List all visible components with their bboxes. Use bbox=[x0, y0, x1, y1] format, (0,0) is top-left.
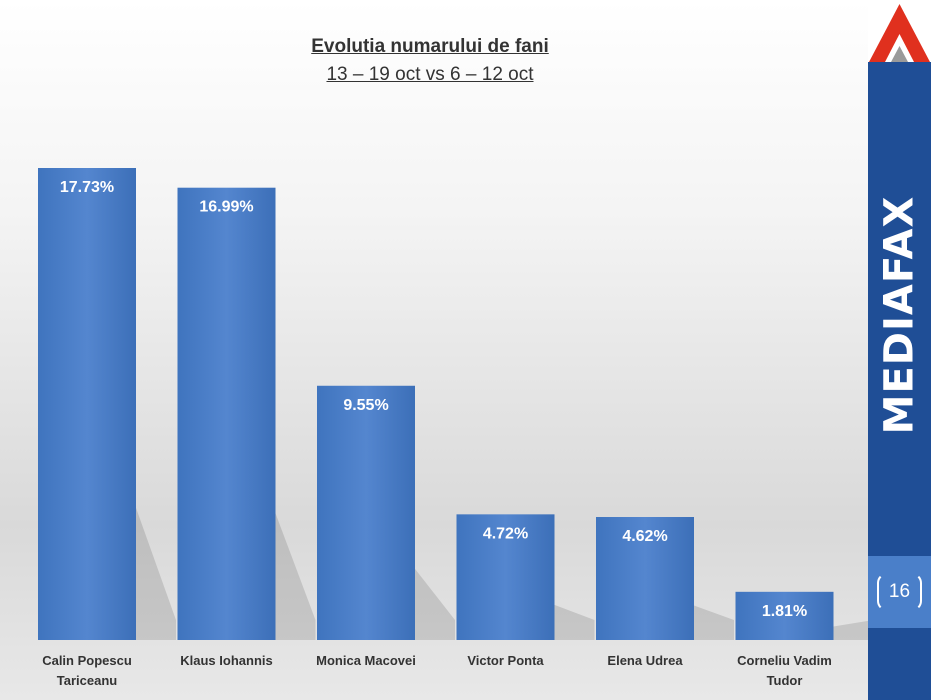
category-label: Tariceanu bbox=[57, 673, 118, 688]
data-label: 4.62% bbox=[622, 528, 667, 545]
category-label: Monica Macovei bbox=[316, 653, 416, 668]
brand-text: MEDIAFAX bbox=[868, 150, 931, 480]
bar bbox=[177, 187, 276, 640]
data-label: 1.81% bbox=[762, 603, 807, 620]
bar-shadow bbox=[833, 620, 868, 640]
category-label: Victor Ponta bbox=[467, 653, 544, 668]
bar bbox=[317, 385, 415, 640]
category-label: Elena Udrea bbox=[607, 653, 683, 668]
page-number-box: 16 bbox=[868, 556, 931, 628]
bar-shadow bbox=[136, 507, 176, 640]
bar-shadow bbox=[554, 604, 595, 640]
brand-label: MEDIAFAX bbox=[876, 195, 923, 435]
bar-shadow bbox=[275, 513, 316, 640]
data-label: 17.73% bbox=[60, 179, 114, 196]
category-label: Corneliu Vadim bbox=[737, 653, 832, 668]
bar-shadow bbox=[415, 568, 455, 640]
logo-area bbox=[868, 0, 931, 70]
mediafax-logo-icon bbox=[868, 4, 931, 70]
bar bbox=[596, 517, 694, 640]
category-label: Klaus Iohannis bbox=[180, 653, 272, 668]
bar-chart: 17.73% Calin Popescu Tariceanu 16.99% Klaus … bbox=[38, 168, 868, 688]
page-number: 16 bbox=[876, 573, 923, 611]
slide: Evolutia numarului de fani 13 – 19 oct v… bbox=[0, 36, 868, 688]
bar bbox=[456, 514, 555, 640]
bar-shadow bbox=[694, 605, 734, 640]
chart-subtitle: 13 – 19 oct vs 6 – 12 oct bbox=[326, 64, 534, 85]
category-label: Tudor bbox=[767, 673, 803, 688]
chart-title: Evolutia numarului de fani bbox=[311, 36, 549, 57]
data-label: 9.55% bbox=[343, 397, 388, 414]
bar bbox=[735, 591, 834, 640]
data-label: 4.72% bbox=[483, 525, 528, 542]
bar bbox=[38, 168, 136, 640]
category-label: Calin Popescu bbox=[42, 653, 132, 668]
chart-title-block: Evolutia numarului de fani 13 – 19 oct v… bbox=[0, 36, 860, 86]
data-label: 16.99% bbox=[199, 199, 253, 216]
